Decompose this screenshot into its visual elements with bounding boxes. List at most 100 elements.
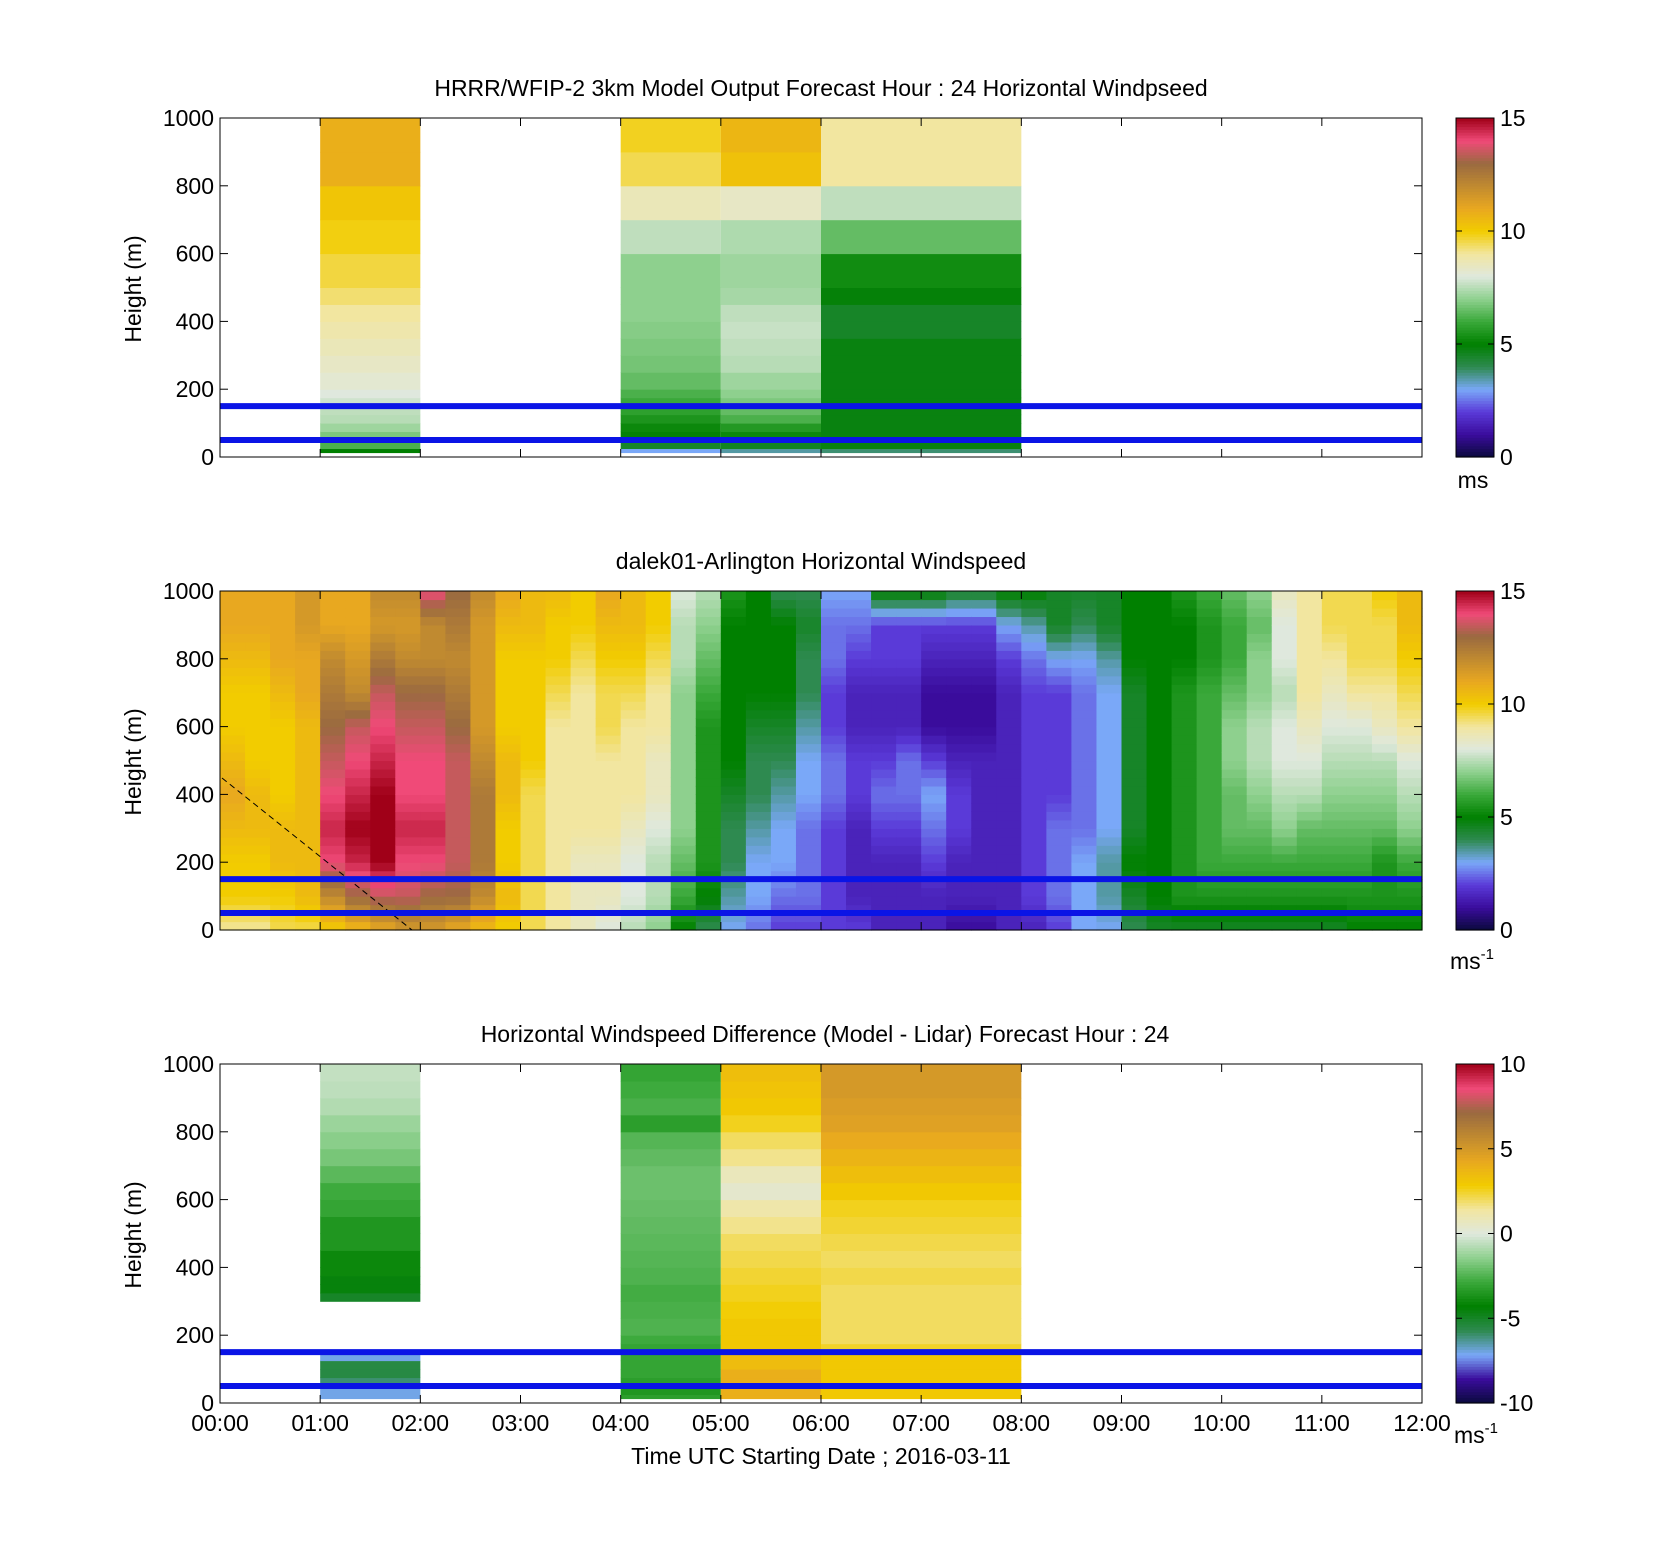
heatmap-cell [295,650,321,660]
heatmap-cell [270,879,296,889]
heatmap-cell [270,862,296,872]
heatmap-cell [570,675,597,685]
heatmap-cell [1221,641,1248,651]
heatmap-cell [720,802,747,812]
heatmap-cell [620,1301,721,1319]
heatmap-cell [1021,752,1047,762]
heatmap-cell [1146,667,1173,677]
heatmap-cell [245,870,271,880]
heatmap-cell [345,658,371,668]
heatmap-cell [520,870,547,880]
heatmap-cell [445,641,472,651]
heatmap-cell [1021,870,1047,880]
heatmap-cell [821,879,847,889]
heatmap-cell [595,658,622,668]
colorbar-swatch [1456,1250,1494,1254]
heatmap-cell [1171,879,1198,889]
heatmap-cell [470,845,497,855]
heatmap-cell [1121,718,1148,728]
heatmap-cell [1321,913,1348,923]
heatmap-cell [420,616,446,626]
colorbar-swatch [1456,896,1494,900]
heatmap-cell [1396,879,1423,889]
heatmap-cell [295,887,321,897]
heatmap-cell [645,768,672,779]
heatmap-cell [620,219,721,255]
heatmap-cell [370,735,396,745]
heatmap-cell [320,1182,421,1201]
heatmap-cell [420,641,446,651]
heatmap-cell [220,794,246,804]
heatmap-cell [1071,819,1098,829]
heatmap-cell [1296,768,1323,779]
heatmap-cell [620,802,647,812]
heatmap-cell [795,887,822,897]
heatmap-cell [620,879,647,889]
panel-difference: Horizontal Windspeed Difference (Model -… [120,1021,1533,1469]
heatmap-cell [795,633,822,643]
heatmap-cell [395,896,421,906]
heatmap-cell [1146,768,1173,779]
heatmap-cell [1296,650,1323,660]
heatmap-cell [871,811,897,821]
heatmap-cell [1346,718,1373,728]
heatmap-cell [821,658,847,668]
colorbar-swatch [1456,1097,1494,1102]
heatmap-cell [670,616,697,626]
heatmap-cell [545,811,572,821]
heatmap-cell [795,641,822,651]
heatmap-cell [570,836,597,846]
heatmap-cell [1171,658,1198,668]
heatmap-cell [1321,794,1348,804]
heatmap-cell [445,633,472,643]
heatmap-cell [545,752,572,762]
heatmap-cell [971,743,997,753]
heatmap-cell [1121,828,1148,838]
colorbar-swatch [1456,672,1494,677]
heatmap-cell [370,743,396,753]
heatmap-cell [846,845,872,855]
colorbar-swatch [1456,219,1494,224]
heatmap-cell [770,624,797,634]
heatmap-cell [320,650,346,660]
heatmap-cell [1371,633,1398,643]
heatmap-cell [1021,658,1047,668]
heatmap-cell [1246,607,1273,618]
heatmap-cell [720,1369,821,1379]
heatmap-cell [345,802,371,812]
colorbar-swatch [1456,1193,1494,1198]
colorbar-swatch [1456,1267,1494,1271]
heatmap-cell [946,675,972,685]
heatmap-cell [545,896,572,906]
x-tick-label: 04:00 [592,1410,650,1436]
colorbar-swatch [1456,1343,1494,1348]
heatmap-cell [1171,650,1198,660]
heatmap-cell [220,591,246,601]
heatmap-cell [795,760,822,770]
heatmap-cell [495,913,522,923]
panel-lidar-windspeed: dalek01-Arlington Horizontal Windspeed H… [120,548,1526,974]
heatmap-cell [1296,692,1323,702]
heatmap-cell [1296,599,1323,609]
heatmap-cell [1021,735,1047,745]
heatmap-cell [320,836,346,846]
heatmap-cell [570,650,597,660]
heatmap-cell [1071,913,1098,923]
heatmap-cell [1146,752,1173,762]
colorbar-swatch [1456,1357,1494,1362]
heatmap-cell [520,811,547,821]
panel1-colorbar-unit: ms [1458,467,1489,493]
heatmap-cell [345,811,371,821]
heatmap-cell [996,819,1022,829]
heatmap-cell [495,726,522,736]
heatmap-cell [971,777,997,787]
heatmap-cell [620,1148,721,1167]
heatmap-cell [645,633,672,643]
heatmap-cell [420,853,446,863]
heatmap-cell [1246,624,1273,634]
heatmap-cell [745,641,772,651]
heatmap-cell [946,904,972,914]
heatmap-cell [1121,794,1148,804]
heatmap-cell [770,760,797,770]
heatmap-cell [320,1292,421,1302]
